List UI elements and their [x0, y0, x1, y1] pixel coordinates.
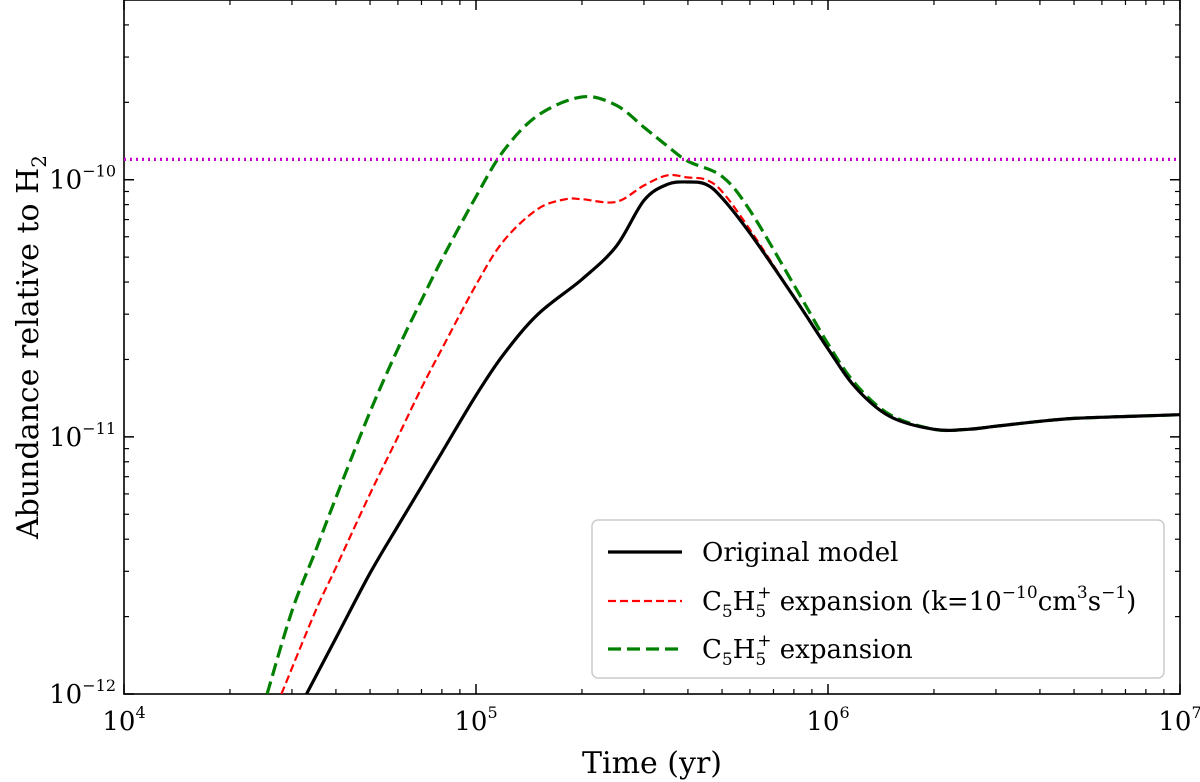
legend-label-red: C5H5+ expansion (k=10−10cm3s−1)	[702, 583, 1136, 622]
legend-label-original: Original model	[702, 538, 899, 568]
legend: Original model C5H5+ expansion (k=10−10c…	[591, 519, 1165, 679]
x-tick-label: 105	[454, 703, 497, 737]
series-c5h5-expansion-k	[280, 173, 1180, 694]
x-tick-label: 106	[806, 703, 849, 737]
legend-box	[591, 519, 1165, 679]
svg-text:Abundance relative to H2: Abundance relative to H2	[11, 155, 51, 540]
y-axis-label-group: Abundance relative to H2	[11, 155, 51, 540]
series-c5h5-expansion	[265, 94, 1180, 694]
y-tick-label: 10−12	[49, 676, 116, 710]
x-axis-label: Time (yr)	[582, 746, 722, 781]
axis-ticks: 104 105 106 107 10−12 10−11 10−10	[49, 0, 1200, 737]
y-tick-label: 10−10	[49, 162, 116, 196]
legend-label-green: C5H5+ expansion	[702, 631, 913, 670]
y-axis-label-subscript: 2	[27, 155, 51, 168]
series-layer	[124, 94, 1180, 694]
x-tick-label: 104	[102, 703, 145, 737]
series-original-model	[305, 180, 1180, 694]
y-axis-label: Abundance relative to H	[11, 168, 46, 540]
plot-frame	[123, 0, 1181, 695]
x-tick-label: 107	[1158, 703, 1200, 737]
y-tick-label: 10−11	[49, 419, 116, 453]
